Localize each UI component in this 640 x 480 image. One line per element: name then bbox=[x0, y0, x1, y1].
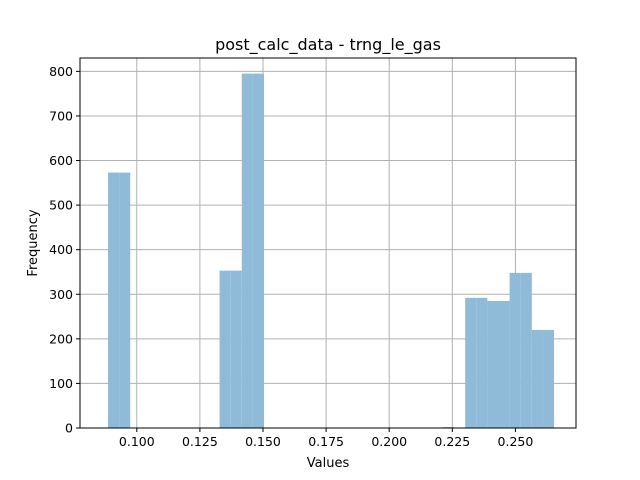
x-axis-ticks: 0.100 0.125 0.150 0.175 0.200 0.225 0.250 bbox=[119, 428, 533, 449]
chart-title: post_calc_data - trng_le_gas bbox=[215, 35, 441, 55]
histogram-bar bbox=[520, 272, 532, 428]
y-tick-label: 100 bbox=[49, 376, 73, 391]
y-tick-label: 0 bbox=[65, 421, 73, 436]
x-tick-label: 0.175 bbox=[308, 434, 344, 449]
histogram-bar bbox=[219, 270, 231, 428]
histogram-bar bbox=[252, 73, 265, 428]
histogram-bar bbox=[119, 172, 131, 428]
histogram-bar bbox=[498, 300, 510, 428]
x-tick-label: 0.125 bbox=[182, 434, 218, 449]
histogram-bars bbox=[108, 73, 555, 428]
x-axis-label: Values bbox=[307, 456, 350, 471]
y-tick-label: 600 bbox=[49, 153, 73, 168]
y-tick-label: 500 bbox=[49, 198, 73, 213]
histogram-bar bbox=[230, 270, 242, 428]
y-axis-ticks: 0 100 200 300 400 500 600 700 800 bbox=[49, 64, 80, 436]
histogram-bar bbox=[465, 297, 477, 428]
histogram-bar bbox=[542, 329, 555, 428]
histogram-bar bbox=[487, 300, 499, 428]
histogram-bar bbox=[241, 73, 253, 428]
x-tick-label: 0.200 bbox=[371, 434, 407, 449]
y-tick-label: 700 bbox=[49, 108, 73, 123]
x-tick-label: 0.150 bbox=[245, 434, 281, 449]
y-tick-label: 300 bbox=[49, 287, 73, 302]
y-tick-label: 200 bbox=[49, 331, 73, 346]
histogram-bar bbox=[476, 297, 488, 428]
plot-frame bbox=[79, 57, 577, 429]
x-tick-label: 0.250 bbox=[498, 434, 534, 449]
y-axis-label: Frequency bbox=[26, 209, 41, 276]
x-tick-label: 0.100 bbox=[119, 434, 155, 449]
histogram-bar bbox=[108, 172, 120, 428]
x-tick-label: 0.225 bbox=[434, 434, 470, 449]
histogram-bar bbox=[531, 329, 543, 428]
y-tick-label: 400 bbox=[49, 242, 73, 257]
histogram-bar bbox=[509, 272, 521, 428]
y-tick-label: 800 bbox=[49, 64, 73, 79]
